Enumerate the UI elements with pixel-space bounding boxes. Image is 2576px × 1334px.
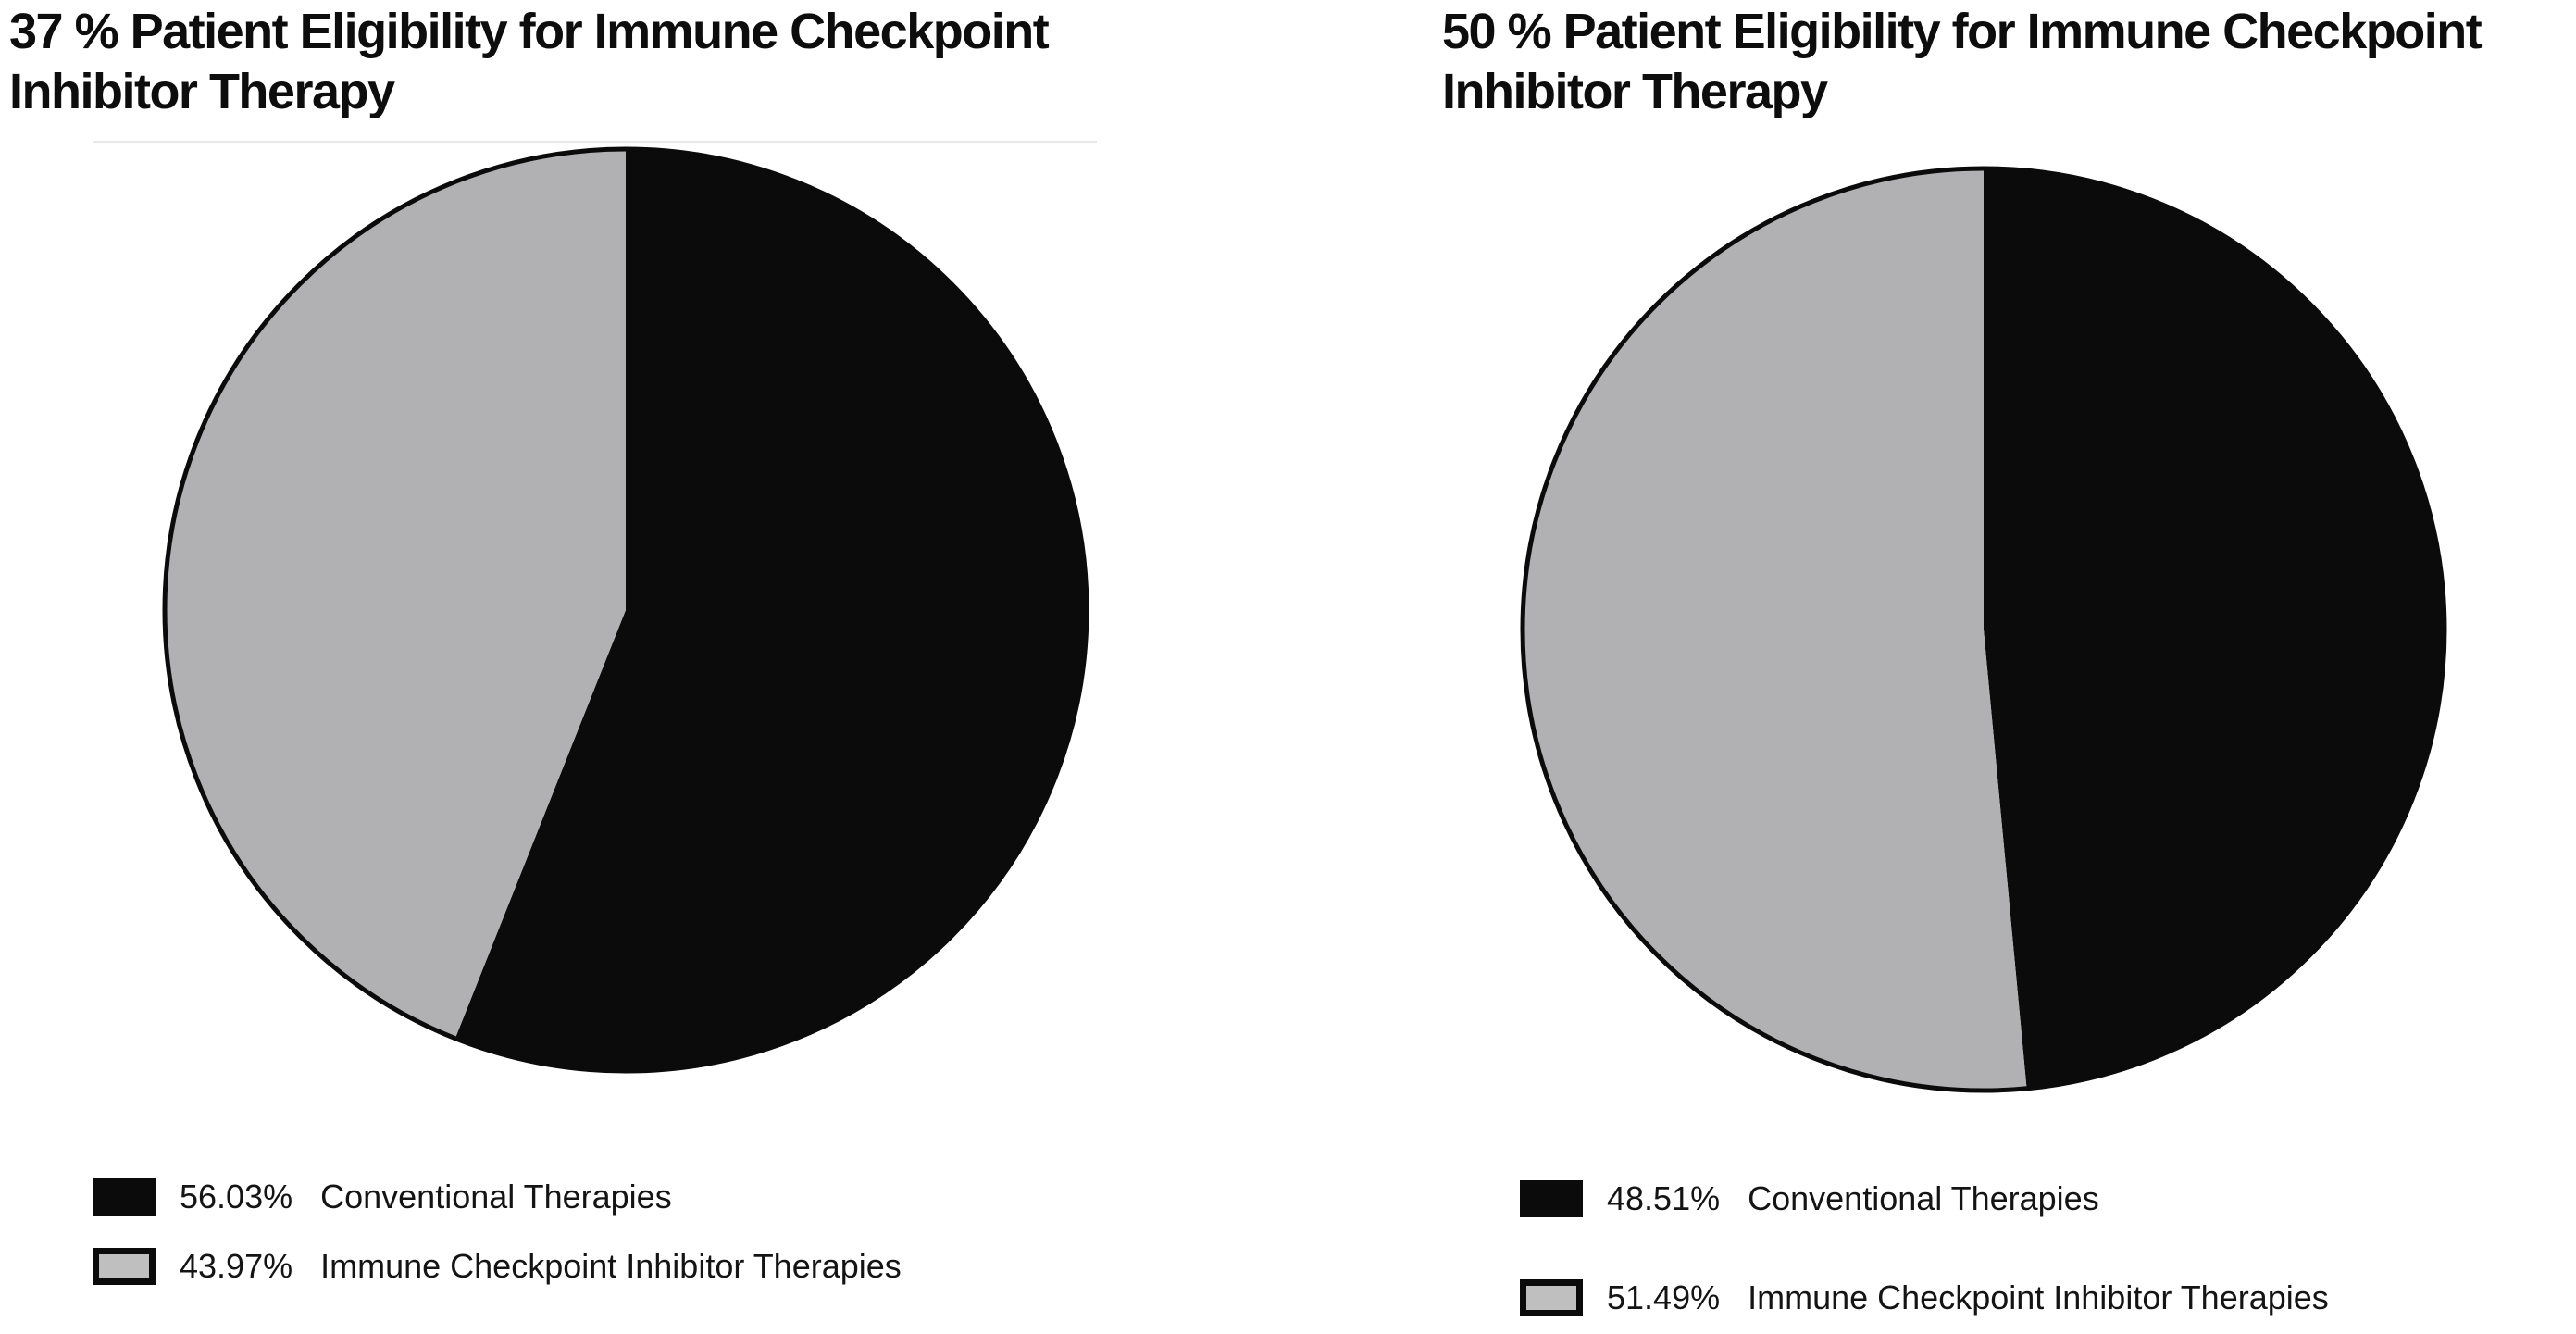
chart-title-37pct: 37 % Patient Eligibility for Immune Chec… [9, 4, 1050, 119]
pie-chart-37pct [162, 146, 1089, 1074]
legend-row-conventional: 48.51% Conventional Therapies [1520, 1179, 2099, 1217]
pie-slice [1523, 168, 2027, 1091]
legend-swatch-gray-icon [93, 1248, 156, 1285]
legend-label: Immune Checkpoint Inhibitor Therapies [1748, 1278, 2329, 1316]
pie-chart-50pct [1520, 166, 2447, 1093]
legend-row-conventional: 56.03% Conventional Therapies [93, 1178, 672, 1216]
pie-outline [162, 146, 1089, 1074]
legend-row-ici: 51.49% Immune Checkpoint Inhibitor Thera… [1520, 1278, 2329, 1316]
legend-label: Conventional Therapies [1748, 1179, 2099, 1217]
pie-slice [1984, 168, 2445, 1089]
pie-slice [454, 149, 1088, 1071]
legend-value: 56.03% [180, 1178, 293, 1216]
legend-swatch-gray-icon [1520, 1279, 1583, 1316]
plot-area-top-border [93, 141, 1097, 143]
chart-title-50pct: 50 % Patient Eligibility for Immune Chec… [1442, 4, 2483, 119]
legend-label: Conventional Therapies [320, 1178, 672, 1216]
pie-outline [1520, 166, 2447, 1093]
legend-row-ici: 43.97% Immune Checkpoint Inhibitor Thera… [93, 1247, 902, 1285]
legend-swatch-black-icon [93, 1178, 156, 1216]
legend-value: 43.97% [180, 1247, 293, 1285]
pie-slice [165, 149, 626, 1039]
legend-swatch-black-icon [1520, 1180, 1583, 1217]
legend-value: 48.51% [1607, 1179, 1721, 1217]
legend-label: Immune Checkpoint Inhibitor Therapies [320, 1247, 902, 1285]
legend-value: 51.49% [1607, 1278, 1721, 1316]
